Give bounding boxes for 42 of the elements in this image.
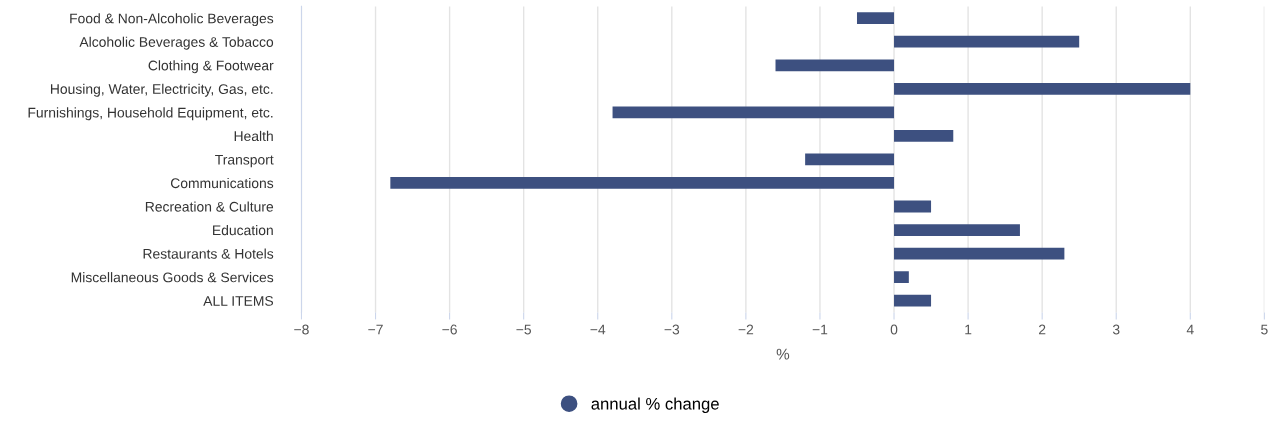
bar <box>894 35 1080 48</box>
legend-label: annual % change <box>591 397 719 413</box>
bar <box>775 59 895 72</box>
y-tick-label: Alcoholic Beverages & Tobacco <box>79 36 274 50</box>
bar <box>894 200 932 213</box>
y-tick-label: Housing, Water, Electricity, Gas, etc. <box>51 83 273 97</box>
x-tick-label: 5 <box>1261 324 1268 335</box>
x-tick-label: −8 <box>294 324 309 335</box>
y-tick-label: Clothing & Footwear <box>148 60 274 74</box>
x-tick-label: 4 <box>1186 324 1194 335</box>
y-tick-label: Communications <box>170 177 274 189</box>
x-tick-label: 0 <box>890 324 898 335</box>
x-tick-label: −5 <box>516 324 532 335</box>
x-tick-label: 2 <box>1039 324 1046 335</box>
bar <box>894 294 932 307</box>
y-tick-label: Furnishings, Household Equipment, etc. <box>28 107 273 121</box>
y-tick-label: Recreation & Culture <box>145 201 274 212</box>
x-tick-label: −7 <box>368 324 383 335</box>
bar <box>390 177 895 189</box>
x-axis-title: % <box>776 348 790 360</box>
bar <box>894 271 909 284</box>
x-tick-label: 3 <box>1112 324 1120 335</box>
y-tick-label: Miscellaneous Goods & Services <box>71 272 274 283</box>
bar <box>894 247 1065 260</box>
bar <box>805 153 895 166</box>
y-tick-label: ALL ITEMS <box>203 296 274 306</box>
x-tick-label: −4 <box>590 324 606 335</box>
bar <box>894 130 954 142</box>
x-tick-label: −3 <box>664 324 680 335</box>
bar <box>856 12 895 25</box>
x-tick-label: 1 <box>965 324 972 335</box>
y-tick-label: Transport <box>215 154 274 168</box>
x-tick-label: −2 <box>738 324 754 335</box>
y-tick-label: Education <box>213 225 273 236</box>
y-tick-label: Restaurants & Hotels <box>143 248 274 259</box>
bar <box>894 224 1020 236</box>
x-tick-label: −6 <box>442 324 457 335</box>
bar <box>894 82 1191 95</box>
y-tick-label: Food & Non-Alcoholic Beverages <box>70 13 274 27</box>
y-tick-label: Health <box>234 130 273 142</box>
bar <box>612 106 895 119</box>
x-tick-label: −1 <box>812 324 828 335</box>
